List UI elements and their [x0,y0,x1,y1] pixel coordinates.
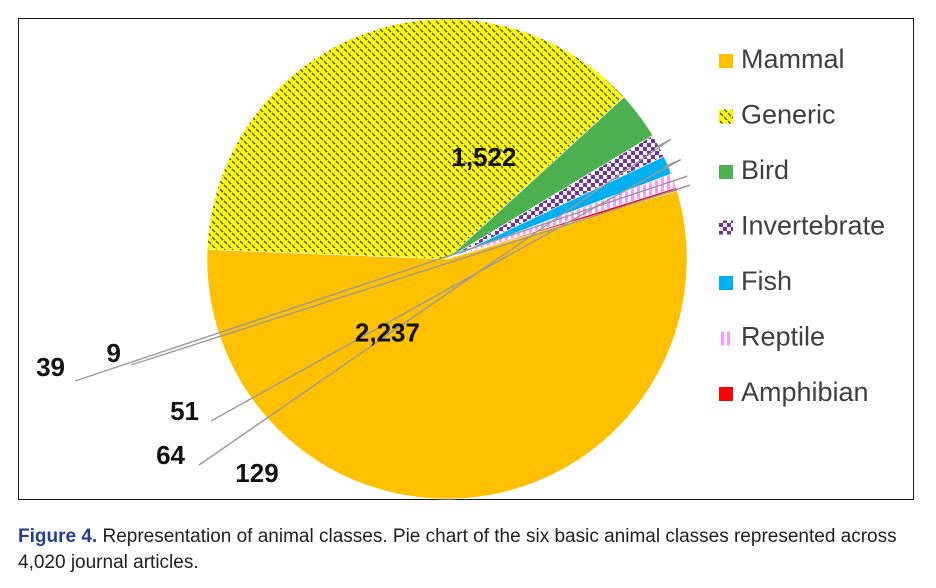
pie-chart: 2,237 1,522 129 64 51 39 9 Mammal Generic Bird In… [36,19,885,500]
leader-line-amphibian [130,184,691,366]
data-label-amphibian: 9 [107,338,121,368]
legend-label-reptile: Reptile [741,322,825,352]
legend-swatch-generic [719,109,733,124]
data-label-generic: 1,522 [451,142,516,172]
leader-line-invertebrate [198,138,672,466]
legend-swatch-invertebrate [719,220,733,235]
slice-generic [206,19,625,260]
data-label-bird: 129 [235,458,278,488]
chart-frame: 2,237 1,522 129 64 51 39 9 Mammal Generic Bird In… [18,18,914,500]
legend-label-bird: Bird [741,155,789,185]
legend-swatch-amphibian [719,387,733,401]
caption-label: Figure 4. [18,526,98,547]
caption-text: Representation of animal classes. Pie ch… [18,526,897,573]
leader-line-reptile [74,175,688,382]
slice-mammal [206,190,688,500]
figure-caption: Figure 4. Representation of animal class… [18,524,923,576]
data-label-reptile: 39 [36,352,65,382]
legend-label-amphibian: Amphibian [741,377,869,407]
data-label-invertebrate: 64 [156,440,185,470]
legend-label-mammal: Mammal [741,44,845,74]
legend-label-generic: Generic [741,100,836,130]
data-label-mammal: 2,237 [355,318,420,348]
legend-label-invertebrate: Invertebrate [741,211,885,241]
legend-swatch-reptile [719,331,733,346]
legend-swatch-fish [719,276,733,290]
leader-line-fish [210,158,682,422]
legend-swatch-mammal [719,54,733,68]
legend-swatch-bird [719,165,733,179]
data-label-fish: 51 [170,396,199,426]
legend-label-fish: Fish [741,266,792,296]
